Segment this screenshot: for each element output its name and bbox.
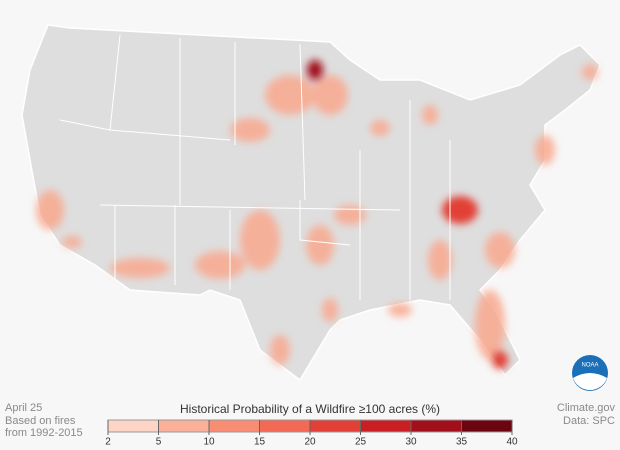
legend-tick-label: 20 (304, 437, 316, 448)
us-map (21, 24, 601, 382)
date: April 25 (5, 402, 42, 414)
legend-tick-label: 10 (203, 437, 215, 448)
color-legend: 2 5 10 15 20 25 30 35 40 (105, 419, 518, 448)
note-line: from 1992-2015 (5, 427, 83, 439)
logo-text: NOAA (581, 363, 598, 369)
legend-tick-label: 25 (355, 437, 367, 448)
legend-tick-label: 15 (254, 437, 266, 448)
legend-swatch (108, 420, 159, 432)
fire-probability-areas (36, 64, 598, 365)
noaa-logo: NOAA (572, 355, 608, 391)
fire-hotspots (307, 60, 508, 369)
legend-swatch (259, 420, 310, 432)
legend-swatch (158, 420, 209, 432)
legend-tick-label: 5 (156, 437, 162, 448)
legend-swatch (310, 420, 361, 432)
legend-tick-label: 40 (506, 437, 518, 448)
legend-swatch (360, 420, 411, 432)
state-borders (59, 34, 451, 300)
credit: Data: SPC (563, 415, 615, 427)
legend-tick-label: 2 (105, 437, 111, 448)
legend-tick-label: 30 (405, 437, 417, 448)
legend-title: Historical Probability of a Wildfire ≥10… (180, 402, 440, 416)
legend-tick-label: 35 (456, 437, 468, 448)
legend-swatch (461, 420, 512, 432)
legend-swatch (209, 420, 260, 432)
credit: Climate.gov (557, 402, 616, 414)
legend-swatch (411, 420, 462, 432)
note-line: Based on fires (5, 415, 76, 427)
